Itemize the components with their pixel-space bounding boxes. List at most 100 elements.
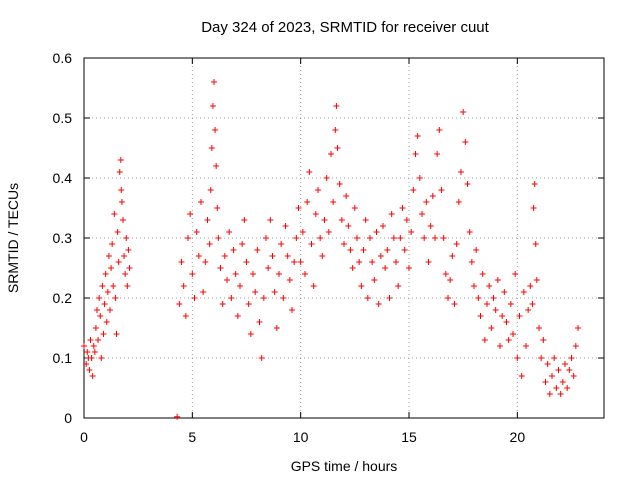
data-point xyxy=(180,283,187,289)
data-point xyxy=(209,103,216,109)
data-point xyxy=(438,187,445,193)
data-point xyxy=(114,229,121,235)
data-point xyxy=(410,187,417,193)
data-point xyxy=(92,325,99,331)
data-point xyxy=(95,337,102,343)
data-point xyxy=(193,229,200,235)
data-point xyxy=(408,229,415,235)
data-point xyxy=(241,217,248,223)
data-point xyxy=(380,223,386,229)
data-point xyxy=(455,199,462,205)
data-point xyxy=(289,307,295,313)
data-point xyxy=(518,373,525,379)
data-point xyxy=(90,343,97,349)
data-point xyxy=(121,253,128,259)
data-point xyxy=(334,145,341,151)
data-point xyxy=(123,235,130,241)
data-point xyxy=(88,355,95,361)
y-axis-label: SRMTID / TECUs xyxy=(5,183,21,293)
data-point xyxy=(232,271,239,277)
data-point xyxy=(458,169,464,175)
data-point xyxy=(330,199,337,205)
data-point xyxy=(356,259,363,265)
data-point xyxy=(503,319,510,325)
data-point xyxy=(310,283,317,289)
data-point xyxy=(86,367,93,373)
data-point xyxy=(269,253,276,259)
data-point xyxy=(425,259,432,265)
data-point xyxy=(466,229,473,235)
data-point xyxy=(265,265,272,271)
data-point xyxy=(204,217,211,223)
data-point xyxy=(484,301,490,307)
data-point xyxy=(299,229,306,235)
data-point xyxy=(477,313,484,319)
data-point xyxy=(568,355,575,361)
data-point xyxy=(549,373,555,379)
data-point xyxy=(297,259,304,265)
data-point xyxy=(442,271,449,277)
data-point xyxy=(230,247,237,253)
y-tick-label: 0.4 xyxy=(53,170,73,186)
data-point xyxy=(99,283,106,289)
data-point xyxy=(122,271,129,277)
data-point xyxy=(377,253,384,259)
data-point xyxy=(116,169,123,175)
data-point xyxy=(206,241,213,247)
data-point xyxy=(530,205,537,211)
data-point xyxy=(486,283,493,289)
data-point xyxy=(98,355,105,361)
data-point xyxy=(110,283,117,289)
data-point xyxy=(102,271,109,277)
data-point xyxy=(416,175,423,181)
data-point xyxy=(81,343,87,349)
data-point xyxy=(97,313,104,319)
data-point xyxy=(440,235,447,241)
data-point xyxy=(247,331,254,337)
data-point xyxy=(488,325,495,331)
data-point xyxy=(532,241,539,247)
data-point xyxy=(468,259,475,265)
data-point xyxy=(338,217,345,223)
data-point xyxy=(479,271,486,277)
data-point xyxy=(523,343,529,349)
data-point xyxy=(564,385,571,391)
data-point xyxy=(101,301,108,307)
data-point xyxy=(531,181,538,187)
chart-title: Day 324 of 2023, SRMTID for receiver cuu… xyxy=(201,19,489,36)
gridlines xyxy=(84,58,604,418)
data-point xyxy=(333,103,340,109)
data-point xyxy=(399,205,406,211)
data-point xyxy=(566,367,573,373)
data-point xyxy=(228,295,235,301)
data-point xyxy=(464,181,471,187)
data-point xyxy=(341,241,347,247)
data-point xyxy=(412,151,419,157)
data-point xyxy=(107,307,113,313)
x-tick-label: 15 xyxy=(401,429,417,445)
data-point xyxy=(499,313,506,319)
x-tick-label: 10 xyxy=(293,429,309,445)
data-point xyxy=(395,283,402,289)
data-point xyxy=(304,199,311,205)
data-point xyxy=(473,247,480,253)
data-point xyxy=(104,289,111,295)
data-point xyxy=(245,301,252,307)
data-point xyxy=(570,373,577,379)
data-point xyxy=(393,259,399,265)
data-point xyxy=(217,265,224,271)
data-point xyxy=(529,301,536,307)
data-point xyxy=(213,163,220,169)
data-point xyxy=(174,413,181,420)
data-point xyxy=(453,241,460,247)
data-point xyxy=(125,247,132,253)
data-point xyxy=(263,235,269,241)
data-point xyxy=(423,199,430,205)
data-point xyxy=(103,319,110,325)
data-point xyxy=(434,151,441,157)
data-point xyxy=(124,283,131,289)
data-point xyxy=(278,241,285,247)
data-point xyxy=(382,265,389,271)
data-point xyxy=(312,211,319,217)
data-point xyxy=(254,247,261,253)
